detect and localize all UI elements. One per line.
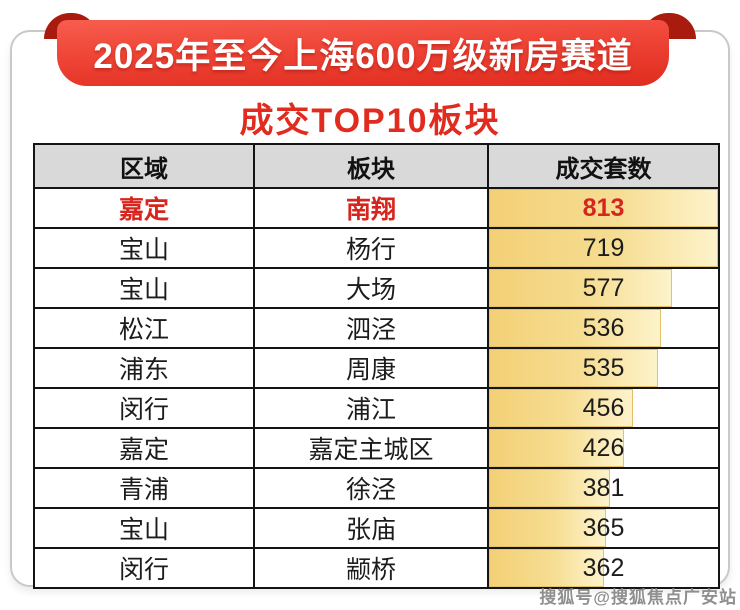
count-value: 535: [582, 354, 625, 382]
table-row: 宝山 张庙 365: [33, 507, 720, 549]
column-header-sector: 板块: [253, 143, 489, 189]
top10-table: 区域 板块 成交套数 嘉定 南翔 813 宝山 杨行 719 宝山 大场 577 松江 泗泾 536 浦…: [33, 143, 720, 589]
district-cell: 闵行: [33, 547, 255, 589]
count-value: 577: [582, 274, 625, 302]
count-cell: 719: [487, 227, 720, 269]
count-value: 365: [582, 514, 625, 542]
table-row: 浦东 周康 535: [33, 347, 720, 389]
count-cell: 536: [487, 307, 720, 349]
district-cell: 松江: [33, 307, 255, 349]
sector-cell: 颛桥: [253, 547, 489, 589]
count-cell: 577: [487, 267, 720, 309]
sector-cell: 周康: [253, 347, 489, 389]
sector-cell: 张庙: [253, 507, 489, 549]
table-row: 嘉定 南翔 813: [33, 187, 720, 229]
count-cell: 426: [487, 427, 720, 469]
sector-cell: 杨行: [253, 227, 489, 269]
count-data-bar: [489, 229, 718, 267]
count-value: 362: [582, 554, 625, 582]
title-ribbon: 2025年至今上海600万级新房赛道: [57, 20, 669, 86]
count-data-bar: [489, 309, 661, 347]
count-data-bar: [489, 469, 611, 507]
count-value: 456: [582, 394, 625, 422]
count-data-bar: [489, 349, 659, 387]
district-cell: 嘉定: [33, 187, 255, 229]
count-data-bar: [489, 509, 606, 547]
count-data-bar: [489, 549, 604, 587]
count-cell: 365: [487, 507, 720, 549]
count-value: 536: [582, 314, 625, 342]
sector-cell: 徐泾: [253, 467, 489, 509]
district-cell: 宝山: [33, 227, 255, 269]
district-cell: 浦东: [33, 347, 255, 389]
page-title: 2025年至今上海600万级新房赛道: [93, 36, 633, 76]
watermark-text: 搜狐号@搜狐焦点广安站: [539, 588, 737, 607]
district-cell: 闵行: [33, 387, 255, 429]
page-subtitle: 成交TOP10板块: [239, 102, 501, 140]
count-value: 426: [582, 434, 625, 462]
count-cell: 813: [487, 187, 720, 229]
count-value: 813: [582, 194, 625, 222]
count-data-bar: [489, 269, 673, 307]
sector-cell: 大场: [253, 267, 489, 309]
count-value: 381: [582, 474, 625, 502]
count-cell: 456: [487, 387, 720, 429]
table-row: 嘉定 嘉定主城区 426: [33, 427, 720, 469]
table-row: 宝山 大场 577: [33, 267, 720, 309]
count-data-bar: [489, 389, 634, 427]
district-cell: 青浦: [33, 467, 255, 509]
count-value: 719: [582, 234, 625, 262]
sector-cell: 泗泾: [253, 307, 489, 349]
district-cell: 嘉定: [33, 427, 255, 469]
count-cell: 535: [487, 347, 720, 389]
district-cell: 宝山: [33, 507, 255, 549]
district-cell: 宝山: [33, 267, 255, 309]
count-data-bar: [489, 189, 718, 227]
table-body: 嘉定 南翔 813 宝山 杨行 719 宝山 大场 577 松江 泗泾 536 浦东 周康 535 闵行 浦江 4…: [33, 187, 720, 589]
sector-cell: 嘉定主城区: [253, 427, 489, 469]
table-row: 闵行 浦江 456: [33, 387, 720, 429]
table-header-row: 区域 板块 成交套数: [33, 143, 720, 189]
count-cell: 381: [487, 467, 720, 509]
table-row: 宝山 杨行 719: [33, 227, 720, 269]
table-row: 松江 泗泾 536: [33, 307, 720, 349]
sector-cell: 南翔: [253, 187, 489, 229]
column-header-count: 成交套数: [487, 143, 720, 189]
count-cell: 362: [487, 547, 720, 589]
table-row: 青浦 徐泾 381: [33, 467, 720, 509]
sector-cell: 浦江: [253, 387, 489, 429]
count-data-bar: [489, 429, 625, 467]
table-row: 闵行 颛桥 362: [33, 547, 720, 589]
column-header-district: 区域: [33, 143, 255, 189]
